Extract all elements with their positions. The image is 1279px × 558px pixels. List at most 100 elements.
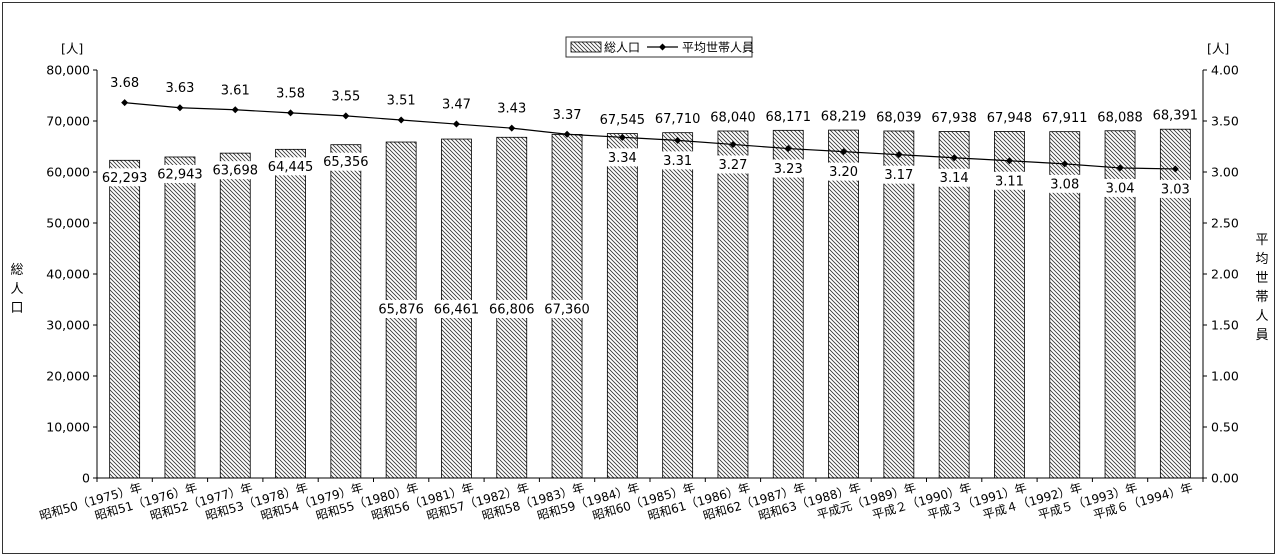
bar-data-label-bg: [650, 109, 705, 128]
line-data-label: 3.11: [995, 174, 1024, 189]
bar-data-label: 63,698: [213, 164, 259, 179]
line-point-5: [342, 112, 350, 120]
left-axis-title: 総人口: [10, 263, 23, 316]
line-data-label: 3.14: [940, 171, 969, 186]
line-data-label-bg: [714, 155, 752, 174]
bar-11: [662, 132, 694, 479]
bar-data-label-bg: [927, 108, 981, 127]
legend-marker: [659, 43, 666, 51]
bar-data-label: 67,948: [987, 111, 1033, 126]
right-tick-label: 4.00: [1211, 63, 1239, 78]
line-data-label-bg: [880, 165, 918, 184]
line-point-12: [729, 140, 737, 148]
line-data-label: 3.51: [387, 93, 416, 108]
bar-data-label-bg: [982, 108, 1037, 127]
bar-data-label: 68,039: [876, 111, 922, 126]
axis-title-char: 口: [10, 301, 23, 316]
bar-data-label: 68,391: [1153, 109, 1199, 124]
left-tick-label: 80,000: [46, 63, 90, 78]
bar-data-label: 62,293: [102, 171, 148, 186]
line-data-label-bg: [603, 148, 642, 167]
line-data-label-bg: [382, 90, 420, 109]
line-data-label: 3.20: [829, 165, 858, 180]
bar-data-label-bg: [97, 168, 152, 187]
bar-5: [330, 144, 362, 479]
bar-data-label: 67,938: [931, 111, 977, 126]
axis-title-char: 均: [1255, 252, 1268, 267]
bar-13: [772, 129, 804, 479]
line-data-label-bg: [935, 168, 973, 187]
line-data-label: 3.58: [276, 86, 305, 101]
right-tick-label: 3.50: [1211, 114, 1239, 129]
line-point-17: [1005, 157, 1013, 165]
bar-data-label: 67,911: [1042, 111, 1088, 126]
line-point-3: [231, 106, 239, 114]
line-data-label: 3.61: [221, 83, 250, 98]
right-axis-unit: [人]: [1207, 41, 1229, 56]
bar-data-label: 67,545: [600, 113, 646, 128]
bar-data-label-bg: [872, 108, 926, 127]
left-tick-label: 50,000: [46, 216, 90, 231]
legend-bar-swatch: [570, 41, 602, 53]
bar-data-label-bg: [816, 107, 871, 126]
bar-data-label-bg: [540, 300, 594, 318]
line-point-1: [121, 99, 129, 107]
axis-title-char: 総: [10, 263, 23, 278]
line-point-14: [840, 148, 848, 156]
bar-15: [883, 130, 915, 479]
line-data-label: 3.43: [497, 102, 526, 117]
axis-title-char: 員: [1255, 328, 1268, 343]
axis-title-char: 帯: [1255, 290, 1268, 305]
bar-data-label-bg: [1038, 108, 1092, 127]
line-point-2: [176, 104, 184, 112]
line-point-16: [950, 154, 958, 162]
right-tick-label: 0.00: [1211, 471, 1239, 486]
bar-12: [717, 130, 749, 479]
axis-title-char: 世: [1255, 271, 1268, 286]
line-data-label-bg: [492, 99, 531, 118]
line-data-label-bg: [824, 162, 863, 181]
line-data-label-bg: [1156, 179, 1195, 198]
line-data-label-bg: [548, 105, 586, 124]
bar-data-label-bg: [485, 300, 539, 318]
bar-data-label-bg: [153, 164, 207, 183]
right-tick-label: 3.00: [1211, 165, 1239, 180]
line-data-label-bg: [271, 83, 310, 102]
bar-data-label: 67,710: [655, 112, 701, 127]
left-tick-label: 10,000: [46, 420, 90, 435]
line-data-label: 3.08: [1050, 177, 1079, 192]
line-point-10: [618, 133, 626, 141]
left-axis-unit: [人]: [61, 41, 83, 56]
axis-title-char: 人: [1255, 309, 1268, 324]
household-size-line: [124, 102, 1176, 170]
bar-data-label: 68,088: [1097, 110, 1143, 125]
line-point-11: [674, 136, 682, 144]
bar-data-label-bg: [1148, 106, 1203, 125]
line-data-label-bg: [1045, 174, 1084, 193]
line-point-7: [452, 120, 460, 128]
line-data-label: 3.31: [663, 154, 692, 169]
bar-data-label-bg: [429, 300, 484, 318]
right-tick-label: 1.50: [1211, 318, 1239, 333]
line-data-label-bg: [1101, 178, 1139, 197]
legend-bar-label: 総人口: [604, 41, 640, 55]
bar-data-label: 65,876: [378, 303, 424, 318]
left-tick-label: 20,000: [46, 369, 90, 384]
right-tick-label: 1.00: [1211, 369, 1239, 384]
bar-data-label-bg: [319, 152, 373, 171]
line-data-label: 3.27: [718, 158, 747, 173]
axis-title-char: 人: [10, 282, 23, 297]
bar-data-label-bg: [761, 107, 815, 126]
bar-data-label: 68,171: [766, 110, 812, 125]
legend-line-label: 平均世帯人員: [682, 41, 754, 55]
line-data-label-bg: [216, 80, 255, 99]
bar-data-label: 66,461: [434, 303, 480, 318]
right-tick-label: 2.00: [1211, 267, 1239, 282]
left-tick-label: 40,000: [46, 267, 90, 282]
line-point-19: [1116, 164, 1124, 172]
line-data-label: 3.68: [110, 76, 139, 91]
line-data-label: 3.03: [1161, 182, 1190, 197]
line-point-8: [508, 124, 516, 132]
bar-2: [164, 156, 196, 479]
line-point-4: [287, 109, 295, 117]
